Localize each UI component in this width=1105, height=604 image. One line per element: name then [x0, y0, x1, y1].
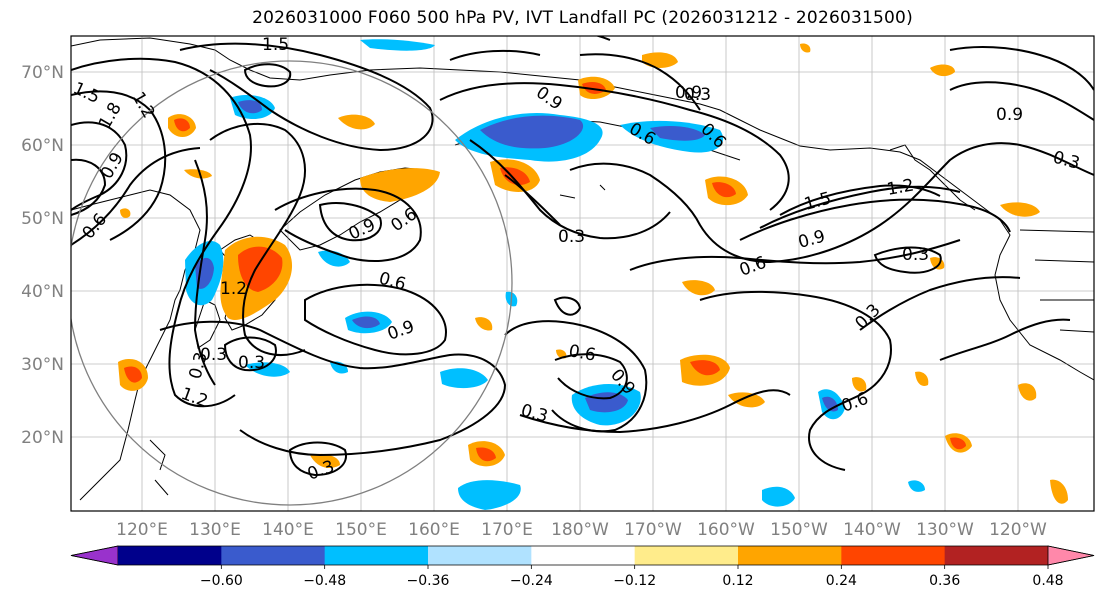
lat-label-40n: 40°N: [21, 282, 64, 302]
colorbar-tick-label: −0.60: [200, 573, 243, 589]
colorbar-swatch: [118, 546, 222, 565]
negative-anomaly: [762, 486, 795, 507]
positive-anomaly: [915, 371, 929, 386]
positive-anomaly: [712, 182, 736, 198]
positive-anomaly: [184, 169, 212, 179]
colorbar-tick-label: 0.24: [826, 573, 857, 589]
lat-label-70n: 70°N: [21, 63, 64, 83]
positive-anomaly: [1050, 479, 1068, 504]
positive-anomaly: [174, 118, 190, 132]
positive-anomaly: [930, 64, 955, 77]
positive-anomaly: [360, 168, 440, 202]
contour-label: 0.3: [558, 227, 585, 247]
lon-label: 130°E: [189, 520, 241, 540]
positive-anomaly: [475, 317, 493, 331]
negative-anomaly: [238, 100, 262, 114]
positive-anomaly: [476, 447, 496, 462]
colorbar-tick-label: −0.12: [613, 573, 656, 589]
positive-anomaly: [120, 208, 131, 218]
positive-anomaly: [238, 246, 283, 292]
colorbar-frame: [70, 545, 1095, 566]
colorbar-swatch: [324, 546, 429, 565]
lat-label-60n: 60°N: [21, 136, 64, 156]
negative-anomaly: [352, 316, 380, 329]
lon-label: 120°W: [989, 520, 1047, 540]
contour-label: 0.3: [238, 353, 265, 373]
contour-label: 0.9: [675, 83, 702, 103]
lon-label: 180°W: [551, 520, 609, 540]
reference-circle: [71, 60, 513, 506]
negative-anomaly: [245, 362, 290, 377]
colorbar-tick-label: −0.24: [510, 573, 553, 589]
contour-label: 1.5: [262, 35, 289, 55]
lat-label-50n: 50°N: [21, 209, 64, 229]
colorbar-swatch: [634, 546, 739, 565]
pc-anomaly-shading: [118, 39, 1068, 510]
negative-anomaly: [480, 115, 584, 149]
map-title: 2026031000 F060 500 hPa PV, IVT Landfall…: [252, 8, 913, 28]
lon-label: 140°W: [843, 520, 901, 540]
colorbar-tick-label: −0.36: [407, 573, 450, 589]
lon-label: 120°E: [116, 520, 168, 540]
colorbar-swatch: [944, 546, 1049, 565]
colorbar-swatch: [531, 546, 636, 565]
colorbar-tick-label: −0.48: [303, 573, 346, 589]
contour-label: 0.9: [996, 105, 1023, 125]
colorbar-swatch: [738, 546, 842, 565]
lon-label: 170°E: [481, 520, 533, 540]
colorbar: −0.60 −0.48 −0.36 −0.24 −0.12 0.12 0.24 0.36 0.4…: [70, 545, 1095, 589]
colorbar-tick-label: 0.12: [722, 573, 753, 589]
negative-anomaly: [650, 126, 705, 141]
negative-anomaly: [195, 257, 214, 289]
positive-anomaly: [642, 52, 678, 68]
lon-label: 150°E: [335, 520, 387, 540]
colorbar-extend-max: [1047, 545, 1095, 566]
positive-anomaly: [338, 114, 375, 130]
positive-anomaly: [682, 280, 715, 296]
contour-label: 0.3: [200, 345, 227, 365]
colorbar-tick-label: 0.48: [1032, 573, 1063, 589]
lon-label: 140°E: [262, 520, 314, 540]
contour-label: 0.3: [684, 85, 711, 105]
positive-anomaly: [728, 392, 765, 408]
colorbar-swatch: [221, 546, 326, 565]
positive-anomaly: [124, 366, 142, 383]
lon-label: 160°E: [408, 520, 460, 540]
colorbar-tick-label: 0.36: [929, 573, 960, 589]
colorbar-swatch: [841, 546, 946, 565]
latitude-labels: 70°N 60°N 50°N 40°N 30°N 20°N: [21, 63, 64, 448]
lon-label: 150°W: [770, 520, 828, 540]
contour-label: 0.3: [902, 245, 929, 265]
contour-label: 1.2: [885, 176, 915, 200]
lat-label-30n: 30°N: [21, 355, 64, 375]
contour-label: 0.6: [567, 341, 597, 365]
negative-anomaly: [908, 480, 925, 492]
lon-label: 130°W: [916, 520, 974, 540]
pv-contours: [71, 36, 1094, 477]
negative-anomaly: [440, 368, 488, 389]
negative-anomaly: [360, 39, 435, 51]
contour-label: 1.2: [220, 279, 247, 299]
positive-anomaly: [690, 360, 720, 376]
lon-label: 160°W: [697, 520, 755, 540]
positive-anomaly: [950, 437, 966, 450]
map-frame: [70, 35, 1095, 512]
lat-label-20n: 20°N: [21, 428, 64, 448]
positive-anomaly: [852, 377, 867, 392]
positive-anomaly: [1000, 202, 1040, 217]
positive-anomaly: [310, 453, 340, 468]
lon-label: 170°W: [624, 520, 682, 540]
map-panel: 1.5 1.5 1.2 1.8 0.9 0.6 0.9 0.6 1.2 0.3 …: [71, 35, 1094, 511]
negative-anomaly: [458, 480, 521, 510]
longitude-labels: 120°E 130°E 140°E 150°E 160°E 170°E 180°…: [116, 520, 1047, 540]
colorbar-extend-min: [70, 545, 119, 566]
colorbar-swatch: [428, 546, 532, 565]
positive-anomaly: [800, 43, 811, 53]
positive-anomaly: [1018, 383, 1037, 401]
